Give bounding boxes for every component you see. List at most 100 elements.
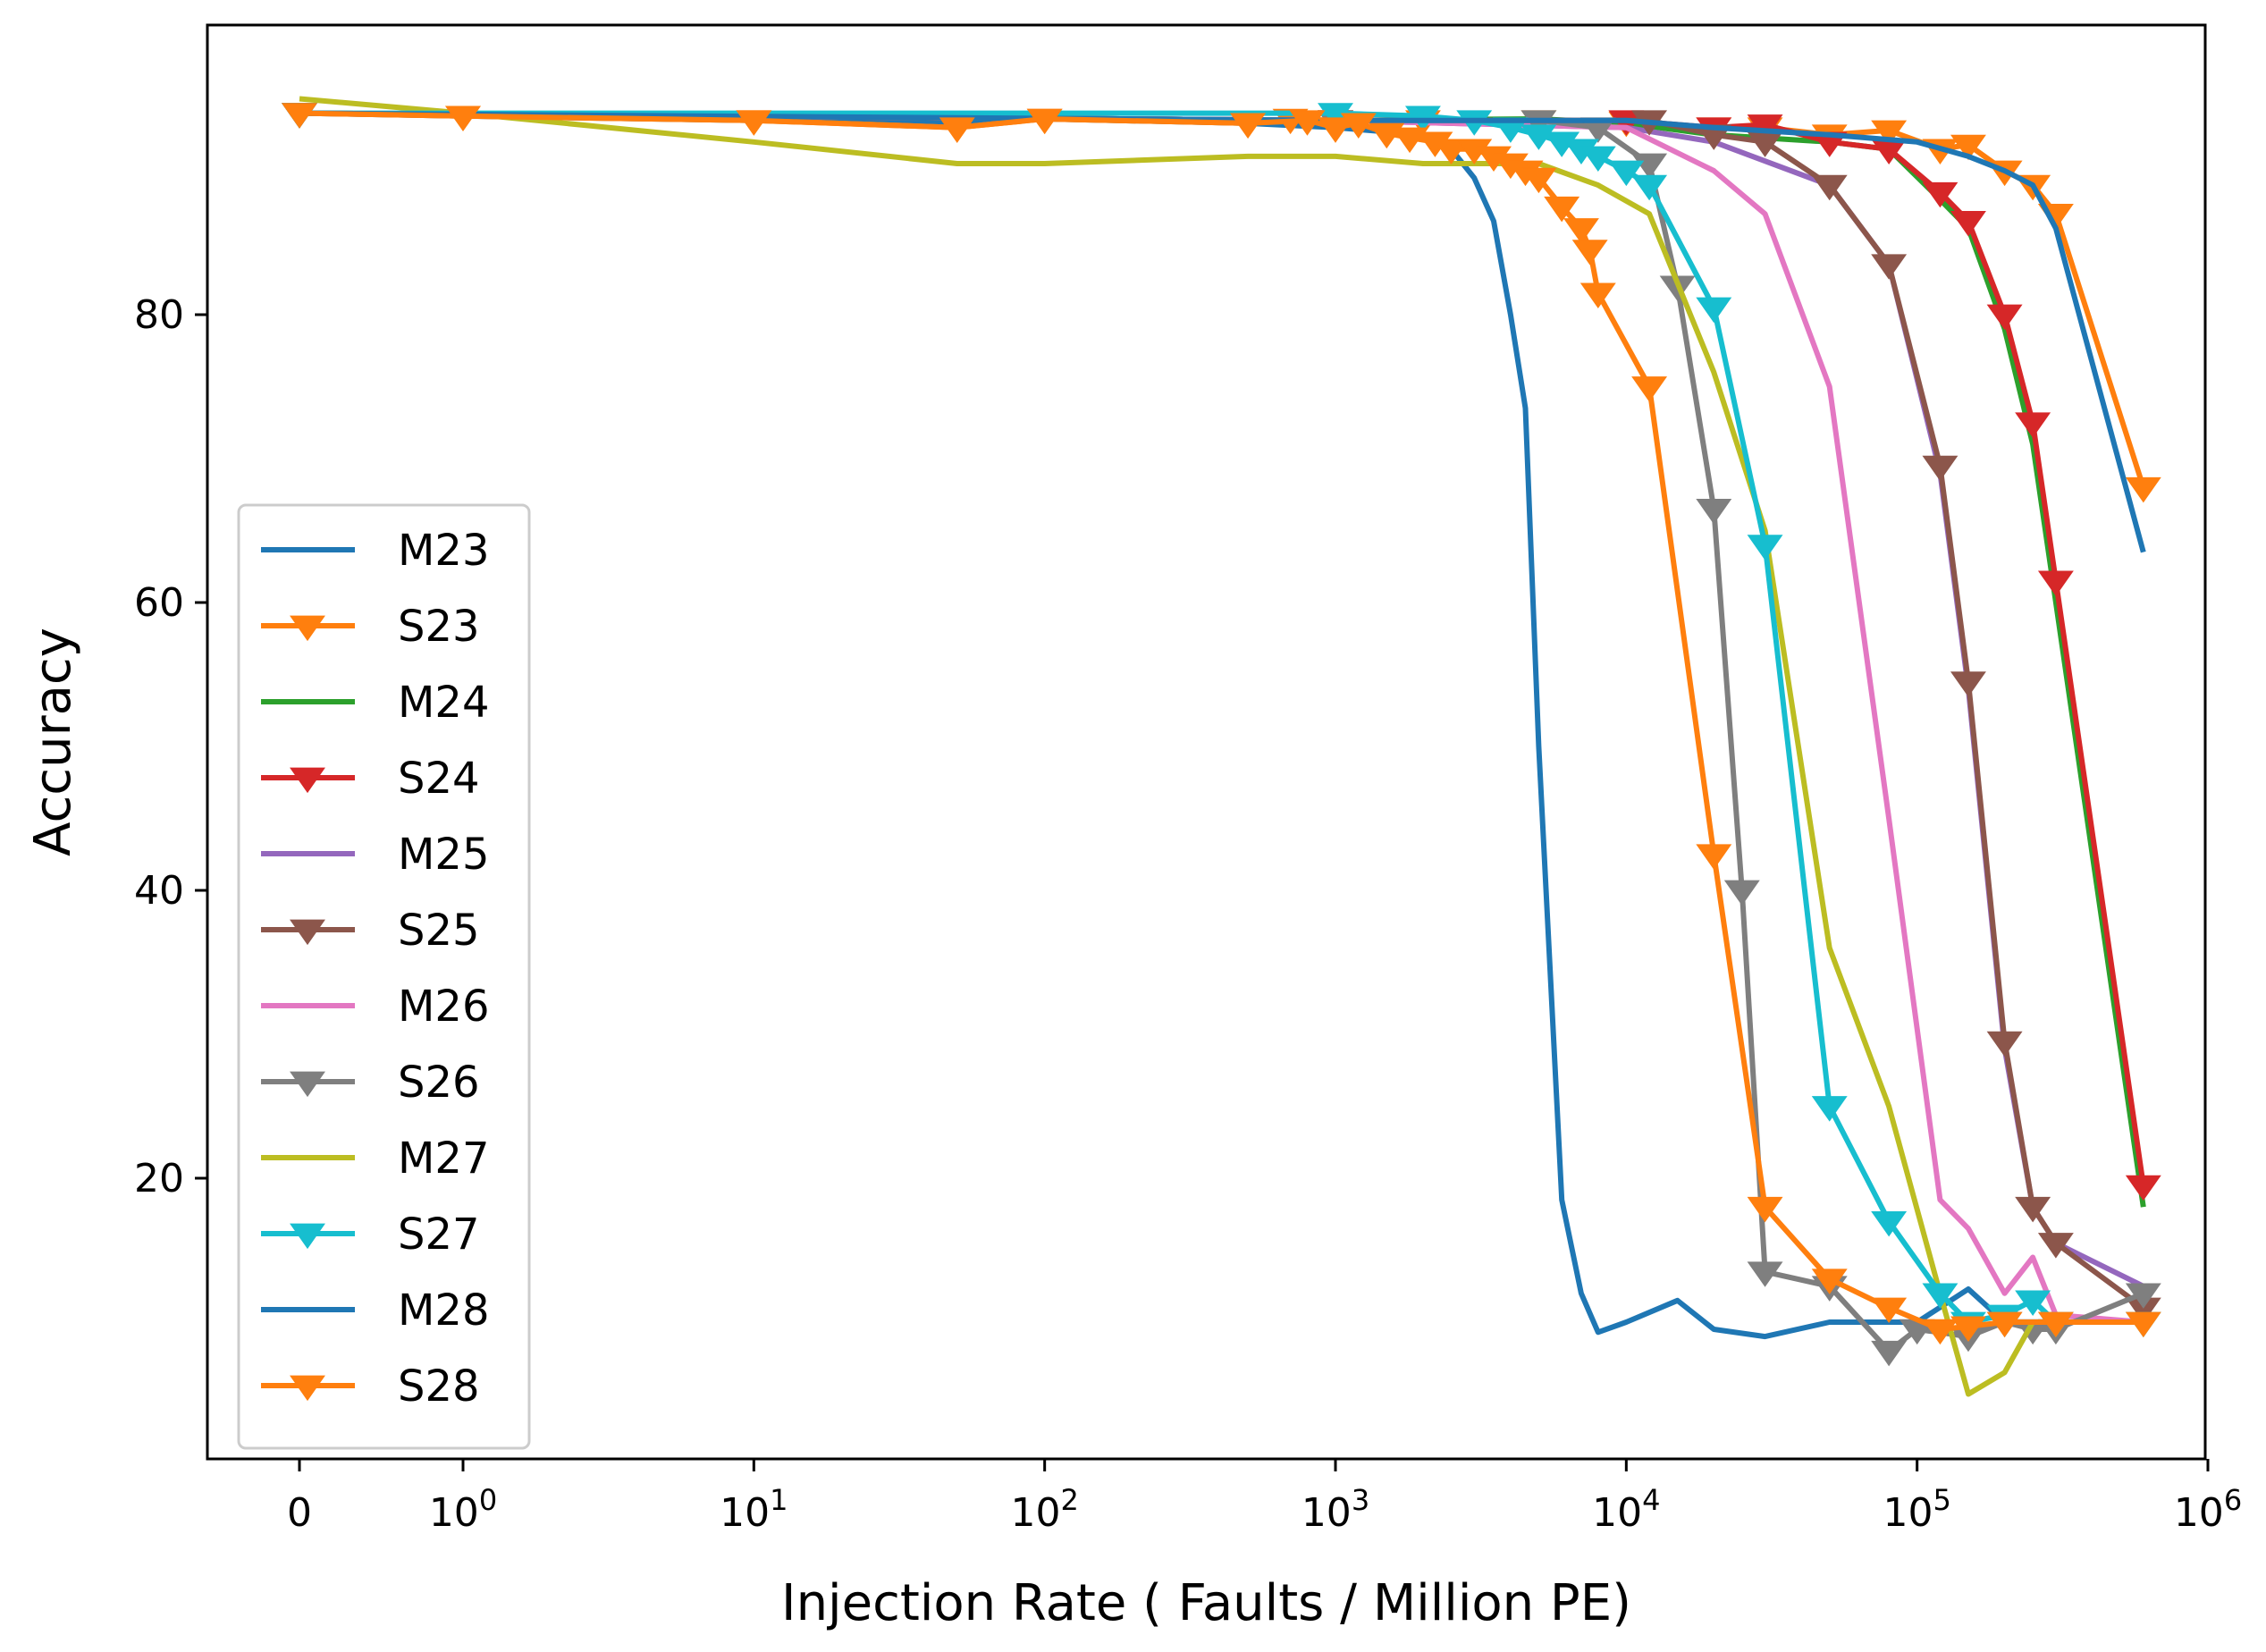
point-S26 <box>1723 880 1760 906</box>
series-line-M27 <box>299 96 2144 1397</box>
point-S28 <box>1289 110 1326 136</box>
point-S27 <box>1922 1283 1959 1309</box>
point-S28 <box>1026 108 1063 135</box>
legend-item: M28 <box>261 1285 490 1336</box>
legend-item: M27 <box>261 1134 490 1184</box>
legend-label: M27 <box>398 1134 490 1184</box>
point-S25 <box>1922 455 1959 482</box>
point-S27 <box>1871 1210 1908 1237</box>
point-S23 <box>2125 476 2161 503</box>
point-S28 <box>1563 218 1599 244</box>
point-S25 <box>1950 671 1986 697</box>
point-S27 <box>1579 146 1616 173</box>
x-tick-label: 106 <box>2174 1483 2242 1536</box>
x-axis-label: Injection Rate ( Faults / Million PE) <box>781 1574 1631 1632</box>
series-M28 <box>299 110 2146 553</box>
y-tick-label: 20 <box>134 1156 184 1201</box>
point-S28 <box>1871 1297 1908 1324</box>
point-S28 <box>939 117 975 143</box>
point-S26 <box>1871 1340 1908 1367</box>
point-S28 <box>1571 240 1608 266</box>
point-S27 <box>1811 1096 1848 1122</box>
legend-marker <box>290 919 325 946</box>
point-S28 <box>1392 127 1428 154</box>
point-S28 <box>2125 1311 2161 1338</box>
point-S28 <box>736 110 772 136</box>
y-axis-label: Accuracy <box>24 628 82 856</box>
legend-item: S25 <box>261 906 480 956</box>
legend-item: S27 <box>261 1210 480 1260</box>
legend-label: M26 <box>398 982 490 1032</box>
series-line-M28 <box>299 110 2146 553</box>
legend-marker <box>290 767 325 794</box>
series-M27 <box>299 96 2144 1397</box>
point-S28 <box>1922 1319 1959 1345</box>
point-S27 <box>2015 1290 2051 1316</box>
point-S23 <box>1950 134 1986 161</box>
series-S28 <box>282 103 2161 1345</box>
legend-item: M25 <box>261 830 490 880</box>
series-layer <box>282 96 2161 1397</box>
point-S25 <box>2037 1233 2074 1259</box>
point-S28 <box>2037 1311 2074 1338</box>
point-S28 <box>1230 113 1267 139</box>
legend-label: S25 <box>398 906 480 956</box>
point-S26 <box>1696 499 1732 525</box>
point-S24 <box>1986 304 2023 331</box>
legend-item: M24 <box>261 678 490 728</box>
legend: M23 S23 M24 S24 M25 S25 M26 S26 M27 S27 M28 S28 <box>237 503 531 1450</box>
y-axis: 20 40 60 80 <box>134 292 207 1201</box>
y-tick-label: 80 <box>134 292 184 338</box>
point-S28 <box>1696 844 1732 870</box>
legend-frame <box>237 503 531 1450</box>
point-S26 <box>2125 1283 2161 1309</box>
legend-item: S28 <box>261 1361 480 1412</box>
legend-marker <box>290 1071 325 1098</box>
legend-marker <box>290 615 325 642</box>
point-S24 <box>1950 211 1986 237</box>
y-tick-label: 60 <box>134 580 184 626</box>
series-line-M26 <box>299 110 2144 1325</box>
legend-item: S23 <box>261 602 480 652</box>
legend-label: S27 <box>398 1210 480 1260</box>
point-S27 <box>1696 297 1732 324</box>
x-tick-label: 103 <box>1301 1483 1369 1536</box>
series-M26 <box>299 110 2144 1325</box>
legend-label: M25 <box>398 830 490 880</box>
x-tick-label: 101 <box>720 1483 788 1536</box>
point-S28 <box>282 103 317 129</box>
point-S24 <box>2037 570 2074 596</box>
legend-label: M28 <box>398 1285 490 1336</box>
point-S25 <box>2015 1196 2051 1223</box>
point-S24 <box>2125 1175 2161 1201</box>
legend-item: M26 <box>261 982 490 1032</box>
legend-label: S28 <box>398 1361 480 1412</box>
legend-label: M23 <box>398 526 490 576</box>
point-S26 <box>1631 153 1668 180</box>
point-S23 <box>1871 120 1908 147</box>
plot-frame <box>206 23 2207 1461</box>
point-S27 <box>1631 174 1668 201</box>
y-tick-label: 40 <box>134 868 184 914</box>
point-S28 <box>1318 117 1353 143</box>
legend-label: S26 <box>398 1058 480 1108</box>
x-axis: 0 100 101 102 103 104 105 106 <box>287 1459 2242 1536</box>
point-S27 <box>1608 160 1645 187</box>
point-S28 <box>1340 113 1377 139</box>
point-S28 <box>445 105 481 131</box>
point-S28 <box>1950 1316 1986 1342</box>
legend-marker <box>290 1375 325 1402</box>
point-S28 <box>1544 196 1580 223</box>
point-S25 <box>1811 174 1848 201</box>
legend-marker <box>290 1223 325 1250</box>
point-S28 <box>1747 1196 1783 1223</box>
point-S26 <box>1747 1261 1783 1287</box>
point-S28 <box>1520 167 1557 194</box>
point-S25 <box>1986 1031 2023 1058</box>
point-S28 <box>1811 1268 1848 1294</box>
x-tick-label: 100 <box>429 1483 497 1536</box>
point-S28 <box>1986 1311 2023 1338</box>
legend-label: M24 <box>398 678 490 728</box>
legend-label: S23 <box>398 602 480 652</box>
